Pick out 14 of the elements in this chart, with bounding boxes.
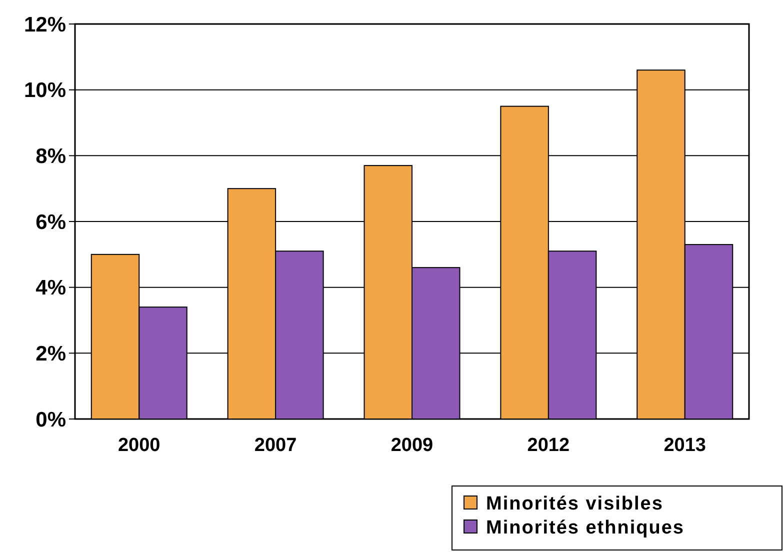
x-tick-label: 2013 [664,435,706,456]
y-tick-label: 4% [36,276,66,300]
x-tick-label: 2012 [527,435,570,456]
y-tick-label: 2% [36,342,66,366]
legend-label: Minorités ethniques [486,518,684,539]
y-tick-label: 10% [24,79,66,102]
y-tick-label: 0% [36,408,66,432]
x-tick-label: 2009 [390,435,434,456]
y-tick-label: 12% [24,13,66,36]
x-tick-label: 2007 [254,435,297,456]
y-tick-label: 8% [36,145,66,168]
x-tick-label: 2000 [118,435,160,456]
y-tick-label: 6% [36,210,66,234]
legend-label: Minorités visibles [486,494,664,515]
